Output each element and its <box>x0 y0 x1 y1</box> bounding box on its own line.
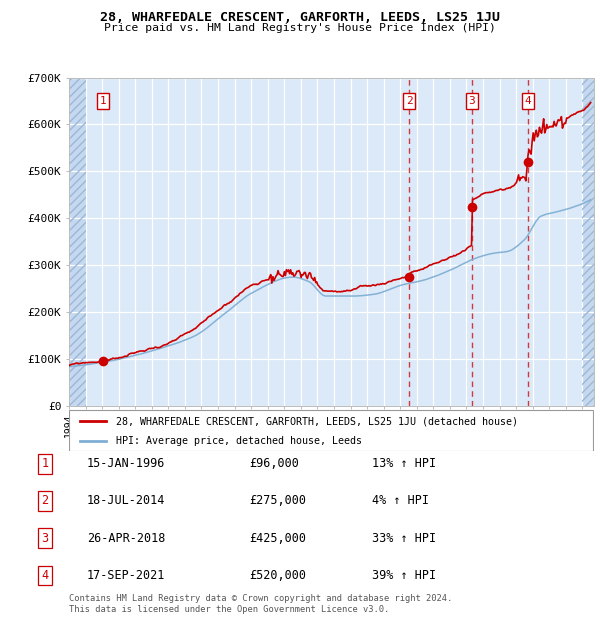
Text: Price paid vs. HM Land Registry's House Price Index (HPI): Price paid vs. HM Land Registry's House … <box>104 23 496 33</box>
Text: 1: 1 <box>41 458 49 470</box>
Text: 33% ↑ HPI: 33% ↑ HPI <box>372 532 436 544</box>
Bar <box>583 78 594 406</box>
Bar <box>69 78 86 406</box>
FancyBboxPatch shape <box>69 410 593 451</box>
Text: 3: 3 <box>41 532 49 544</box>
Text: 4: 4 <box>41 569 49 582</box>
Text: 2: 2 <box>41 495 49 507</box>
Text: 15-JAN-1996: 15-JAN-1996 <box>87 458 166 470</box>
Text: 18-JUL-2014: 18-JUL-2014 <box>87 495 166 507</box>
Text: 28, WHARFEDALE CRESCENT, GARFORTH, LEEDS, LS25 1JU (detached house): 28, WHARFEDALE CRESCENT, GARFORTH, LEEDS… <box>116 416 518 426</box>
Text: HPI: Average price, detached house, Leeds: HPI: Average price, detached house, Leed… <box>116 436 362 446</box>
Text: £275,000: £275,000 <box>249 495 306 507</box>
Bar <box>583 78 594 406</box>
Text: 4: 4 <box>524 96 531 106</box>
Text: £96,000: £96,000 <box>249 458 299 470</box>
Text: £520,000: £520,000 <box>249 569 306 582</box>
Text: 39% ↑ HPI: 39% ↑ HPI <box>372 569 436 582</box>
Text: Contains HM Land Registry data © Crown copyright and database right 2024.: Contains HM Land Registry data © Crown c… <box>69 593 452 603</box>
Text: £425,000: £425,000 <box>249 532 306 544</box>
Bar <box>69 78 86 406</box>
Text: 28, WHARFEDALE CRESCENT, GARFORTH, LEEDS, LS25 1JU: 28, WHARFEDALE CRESCENT, GARFORTH, LEEDS… <box>100 11 500 24</box>
Text: 26-APR-2018: 26-APR-2018 <box>87 532 166 544</box>
Text: 17-SEP-2021: 17-SEP-2021 <box>87 569 166 582</box>
Text: This data is licensed under the Open Government Licence v3.0.: This data is licensed under the Open Gov… <box>69 604 389 614</box>
Text: 13% ↑ HPI: 13% ↑ HPI <box>372 458 436 470</box>
Text: 4% ↑ HPI: 4% ↑ HPI <box>372 495 429 507</box>
Text: 1: 1 <box>100 96 106 106</box>
Text: 3: 3 <box>469 96 475 106</box>
Text: 2: 2 <box>406 96 413 106</box>
